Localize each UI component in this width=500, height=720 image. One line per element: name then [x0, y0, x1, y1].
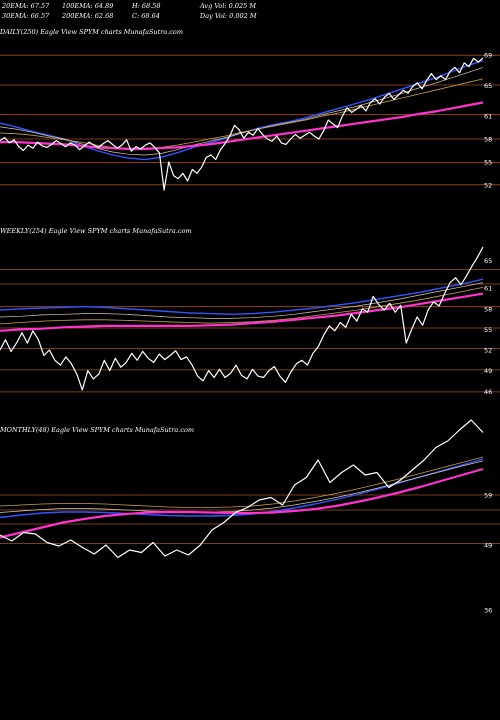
daily-y-tick-0: 69: [484, 52, 492, 60]
weekly-y-tick-5: 49: [484, 367, 492, 375]
monthly-y-tick-1: 36: [484, 607, 492, 615]
daily-y-tick-5: 52: [484, 181, 492, 189]
daily-price-line: [0, 57, 484, 191]
monthly-chart-title: MONTHLY(48) Eagle View SPYM charts Munaf…: [0, 426, 195, 434]
daily-y-tick-2: 61: [484, 113, 492, 121]
weekly-y-tick-3: 55: [484, 326, 492, 334]
daily-y-tick-4: 55: [484, 158, 492, 166]
weekly-y-tick-4: 52: [484, 347, 492, 355]
monthly-price-line: [0, 419, 484, 559]
ema100-stat: 100EMA: 64.89: [62, 2, 114, 10]
ema30-stat: 30EMA: 66.57: [2, 12, 50, 20]
weekly-ema-line-0: [0, 278, 484, 315]
monthly-y-tick-0: 59: [484, 492, 492, 500]
weekly-y-tick-1: 61: [484, 285, 492, 293]
monthly-y-tick-2: 49: [484, 542, 492, 550]
ema200-stat: 200EMA: 62.68: [62, 12, 114, 20]
daily-ema-line-2: [0, 78, 484, 149]
daily-y-tick-1: 65: [484, 82, 492, 90]
daily-ema-line-3: [0, 101, 484, 151]
weekly-ema-line-2: [0, 287, 484, 325]
daily-chart-title: DAILY(250) Eagle View SPYM charts Munafa…: [0, 28, 183, 36]
daily-y-tick-3: 58: [484, 136, 492, 144]
weekly-y-tick-0: 65: [484, 257, 492, 265]
weekly-chart-title: WEEKLY(254) Eagle View SPYM charts Munaf…: [0, 227, 192, 235]
ema20-stat: 20EMA: 67.57: [2, 2, 50, 10]
stats-header: 20EMA: 67.57 100EMA: 64.89 H: 68.58 Avg …: [0, 0, 500, 24]
monthly-ema-line-1: [0, 460, 484, 513]
weekly-y-tick-2: 58: [484, 305, 492, 313]
weekly-ema-line-3: [0, 292, 484, 332]
avg-vol-stat: Avg Vol: 0.025 M: [200, 2, 257, 10]
monthly-ema-line-2: [0, 456, 484, 508]
weekly-y-tick-6: 46: [484, 388, 492, 396]
high-stat: H: 68.58: [132, 2, 161, 10]
close-stat: C: 68.64: [132, 12, 160, 20]
weekly-ema-line-1: [0, 282, 484, 319]
day-vol-stat: Day Vol: 0.002 M: [200, 12, 257, 20]
monthly-ema-line-0: [0, 458, 484, 519]
monthly-ema-line-3: [0, 467, 484, 539]
weekly-price-line: [0, 246, 484, 391]
